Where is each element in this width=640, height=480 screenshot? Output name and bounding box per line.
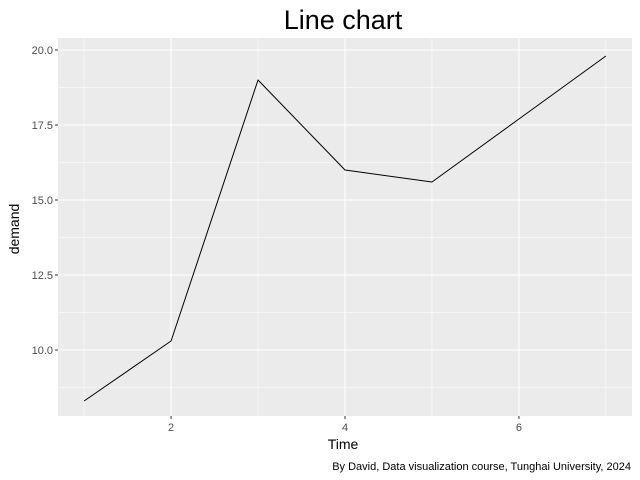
x-tick-label: 4 bbox=[342, 422, 348, 434]
chart-caption: By David, Data visualization course, Tun… bbox=[332, 461, 631, 473]
x-tick-label: 6 bbox=[516, 422, 522, 434]
y-tick-label: 20.0 bbox=[32, 45, 53, 57]
x-axis-title: Time bbox=[328, 436, 359, 452]
y-axis-title: demand bbox=[6, 204, 22, 255]
series-layer bbox=[83, 55, 607, 402]
y-tick-label: 15.0 bbox=[32, 195, 53, 207]
major-gridlines bbox=[58, 38, 632, 416]
y-axis: 10.0 12.5 15.0 17.5 20.0 bbox=[32, 45, 58, 357]
x-tick-label: 2 bbox=[168, 422, 174, 434]
y-tick-label: 12.5 bbox=[32, 270, 53, 282]
x-axis: 2 4 6 bbox=[168, 416, 522, 434]
series-0 bbox=[83, 55, 607, 402]
chart-title: Line chart bbox=[284, 5, 403, 35]
y-tick-label: 17.5 bbox=[32, 120, 53, 132]
y-tick-label: 10.0 bbox=[32, 345, 53, 357]
